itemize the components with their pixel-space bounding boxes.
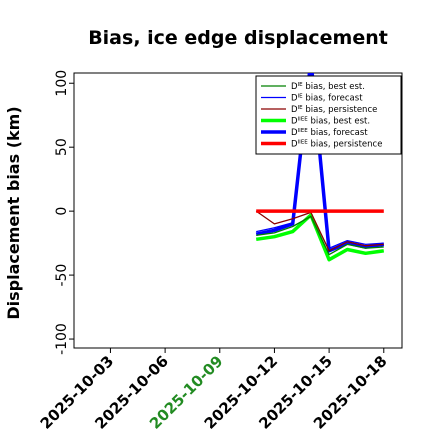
series-line	[256, 215, 384, 256]
series-line	[255, 213, 385, 262]
legend-label: DIIEE bias, forecast	[291, 128, 368, 138]
legend-label: DIE bias, best est.	[291, 82, 365, 92]
x-axis: 2025-10-032025-10-062025-10-092025-10-12…	[37, 348, 391, 433]
y-tick-label: 50	[54, 138, 70, 156]
legend-label: DIE bias, forecast	[291, 94, 363, 104]
y-tick-label: -50	[54, 264, 70, 287]
chart-title: Bias, ice edge displacement	[88, 27, 388, 49]
y-tick-label: 0	[54, 207, 70, 216]
legend-label: DIIEE bias, persistence	[291, 140, 382, 150]
y-tick-label: 100	[54, 70, 70, 97]
legend: DIE bias, best est. DIE bias, forecastDIE…	[255, 75, 402, 155]
series-line	[255, 210, 384, 252]
y-axis-label: Displacement bias (km)	[4, 106, 23, 319]
legend-label: DIIEE bias, best est.	[291, 117, 370, 127]
legend-box	[255, 75, 402, 155]
y-tick-label: -100	[54, 323, 70, 355]
y-axis: 100 50 0 -50 -100	[54, 70, 74, 355]
legend-label: DIE bias, persistence	[291, 105, 377, 115]
